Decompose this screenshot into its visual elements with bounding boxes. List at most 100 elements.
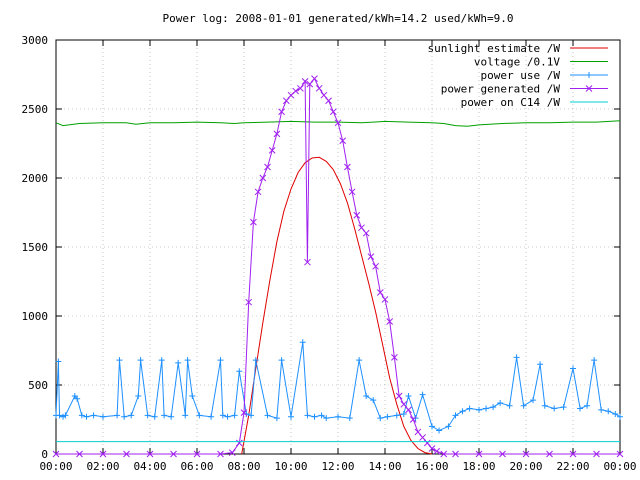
data-point — [436, 427, 443, 434]
data-point — [135, 393, 142, 400]
data-point — [144, 412, 151, 419]
data-point — [301, 78, 309, 85]
x-tick-label: 16:00 — [415, 460, 448, 473]
data-point — [339, 137, 347, 145]
data-point — [128, 412, 135, 419]
data-point — [393, 412, 400, 419]
data-point — [74, 395, 81, 402]
data-point — [236, 368, 243, 375]
data-point — [121, 413, 128, 420]
data-point — [546, 450, 553, 458]
data-point — [412, 415, 419, 422]
data-point — [282, 97, 290, 105]
y-tick-label: 0 — [41, 448, 48, 461]
data-point — [372, 262, 379, 270]
x-tick-label: 10:00 — [274, 460, 307, 473]
data-point — [278, 108, 285, 116]
data-point — [318, 412, 325, 419]
axes: 00:00 02:00 04:00 06:00 08:00 10:00 12:00 14:00… — [22, 34, 637, 473]
data-point — [311, 75, 318, 82]
data-point — [452, 412, 459, 419]
data-point — [231, 412, 238, 419]
data-point — [466, 405, 473, 412]
y-tick-label: 500 — [28, 379, 48, 392]
data-point — [429, 423, 435, 430]
data-point — [114, 412, 121, 419]
data-point — [116, 357, 123, 364]
data-point — [362, 229, 370, 237]
data-point — [551, 405, 558, 412]
data-point — [175, 359, 182, 366]
data-point — [123, 450, 130, 458]
data-point — [419, 391, 426, 398]
data-point — [386, 318, 394, 325]
y-tick-label: 2000 — [22, 172, 49, 185]
data-point — [384, 413, 391, 420]
data-point — [405, 406, 412, 414]
y-tick-label: 2500 — [22, 103, 49, 116]
data-point — [445, 423, 452, 430]
data-point — [353, 211, 361, 219]
data-point — [76, 450, 83, 458]
data-point — [329, 108, 337, 116]
x-tick-label: 12:00 — [321, 460, 354, 473]
data-point — [475, 450, 483, 458]
data-point — [299, 339, 306, 346]
series-1 — [55, 120, 621, 127]
data-point — [243, 410, 250, 417]
data-point — [248, 412, 255, 419]
data-point — [90, 412, 97, 419]
x-tick-label: 18:00 — [462, 460, 495, 473]
data-point — [584, 402, 591, 409]
series-3 — [52, 75, 624, 458]
data-point — [182, 412, 189, 419]
series-line — [241, 156, 433, 455]
data-point — [391, 354, 398, 361]
data-point — [217, 357, 224, 364]
data-point — [440, 450, 448, 458]
data-point — [62, 412, 69, 419]
data-point — [315, 84, 323, 92]
x-tick-label: 22:00 — [556, 460, 589, 473]
legend-marker — [585, 85, 593, 92]
data-point — [304, 412, 311, 419]
data-point — [541, 402, 548, 409]
data-point — [288, 413, 294, 420]
data-point — [377, 415, 384, 422]
data-point — [325, 97, 332, 105]
data-point — [323, 415, 330, 422]
data-point — [250, 218, 257, 226]
data-point — [419, 434, 426, 441]
data-point — [356, 357, 363, 364]
data-point — [506, 402, 513, 409]
legend-marker — [586, 72, 592, 78]
data-point — [224, 413, 231, 420]
data-point — [219, 412, 226, 419]
data-point — [268, 147, 276, 154]
data-point — [217, 450, 224, 458]
legend-label: power use /W — [481, 69, 561, 82]
data-point — [83, 413, 90, 420]
series-2 — [53, 339, 623, 434]
data-point — [598, 406, 605, 413]
data-point — [577, 405, 584, 412]
data-point — [78, 412, 85, 419]
data-point — [459, 408, 466, 415]
data-point — [570, 365, 576, 372]
data-point — [252, 357, 259, 364]
data-point — [137, 357, 144, 364]
x-tick-label: 02:00 — [86, 460, 119, 473]
grid — [56, 40, 620, 454]
data-point — [228, 449, 236, 456]
data-point — [616, 450, 624, 458]
data-point — [273, 130, 281, 138]
data-point — [520, 402, 527, 409]
data-point — [423, 439, 431, 447]
data-point — [591, 357, 598, 364]
data-point — [245, 298, 253, 306]
data-point — [569, 450, 577, 458]
data-point — [292, 87, 300, 95]
data-point — [306, 80, 314, 88]
